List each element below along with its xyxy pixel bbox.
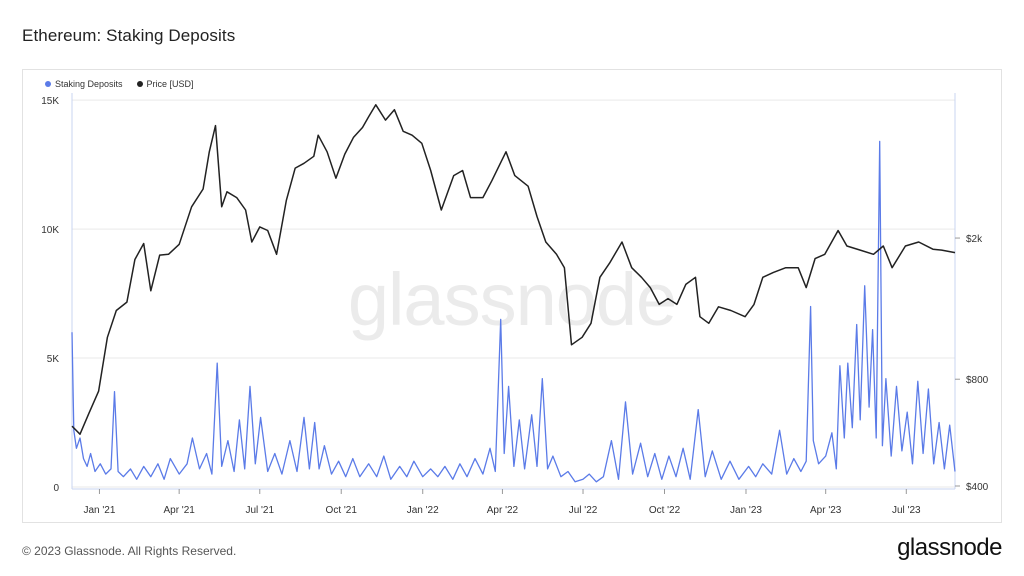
legend-dot-price <box>136 81 143 87</box>
y-left-tick-label: 5K <box>47 354 60 365</box>
y-left-tick-label: 15K <box>41 96 59 107</box>
legend-item-price[interactable]: Price [USD] <box>136 79 194 89</box>
legend-label-staking-deposits: Staking Deposits <box>55 79 123 89</box>
page-title: Ethereum: Staking Deposits <box>22 26 236 45</box>
series-line-staking-deposits <box>71 140 956 483</box>
x-tick-label: Jan '21 <box>83 505 115 516</box>
watermark: glassnode <box>348 258 676 341</box>
x-tick-label: Jul '21 <box>245 505 274 516</box>
series-line-price <box>71 104 956 435</box>
x-tick-label: Jan '22 <box>407 505 439 516</box>
x-tick-label: Apr '21 <box>163 505 195 516</box>
legend-item-staking-deposits[interactable]: Staking Deposits <box>45 79 123 89</box>
copyright-text: © 2023 Glassnode. All Rights Reserved. <box>22 544 237 558</box>
y-right-tick-label: $400 <box>966 482 989 493</box>
y-right-tick-label: $2k <box>966 234 983 245</box>
chart-frame <box>22 69 1002 523</box>
legend-dot-staking-deposits <box>45 81 51 87</box>
brand-logo: glassnode <box>897 534 1002 561</box>
chart-legend: Staking Deposits Price [USD] <box>45 79 194 89</box>
x-tick-label: Jul '23 <box>892 505 921 516</box>
x-tick-label: Jan '23 <box>730 505 762 516</box>
x-tick-label: Apr '22 <box>487 505 519 516</box>
y-left-tick-label: 0 <box>53 483 59 494</box>
x-tick-label: Oct '21 <box>326 505 358 516</box>
x-tick-label: Oct '22 <box>649 505 681 516</box>
y-left-tick-label: 10K <box>41 225 59 236</box>
legend-label-price: Price [USD] <box>146 79 194 89</box>
x-tick-label: Jul '22 <box>569 505 598 516</box>
x-tick-label: Apr '23 <box>810 505 842 516</box>
y-right-tick-label: $800 <box>966 375 989 386</box>
